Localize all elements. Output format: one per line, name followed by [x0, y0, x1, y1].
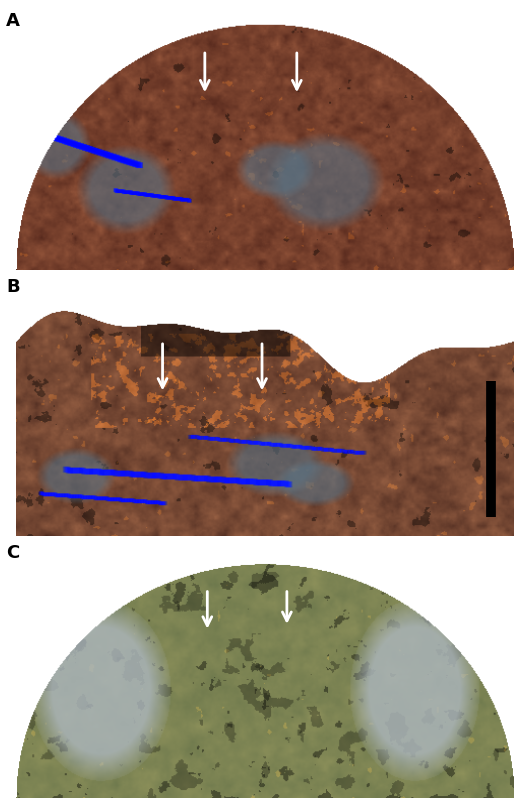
Text: C: C — [6, 544, 20, 562]
Text: B: B — [6, 278, 20, 296]
Text: A: A — [6, 12, 20, 30]
